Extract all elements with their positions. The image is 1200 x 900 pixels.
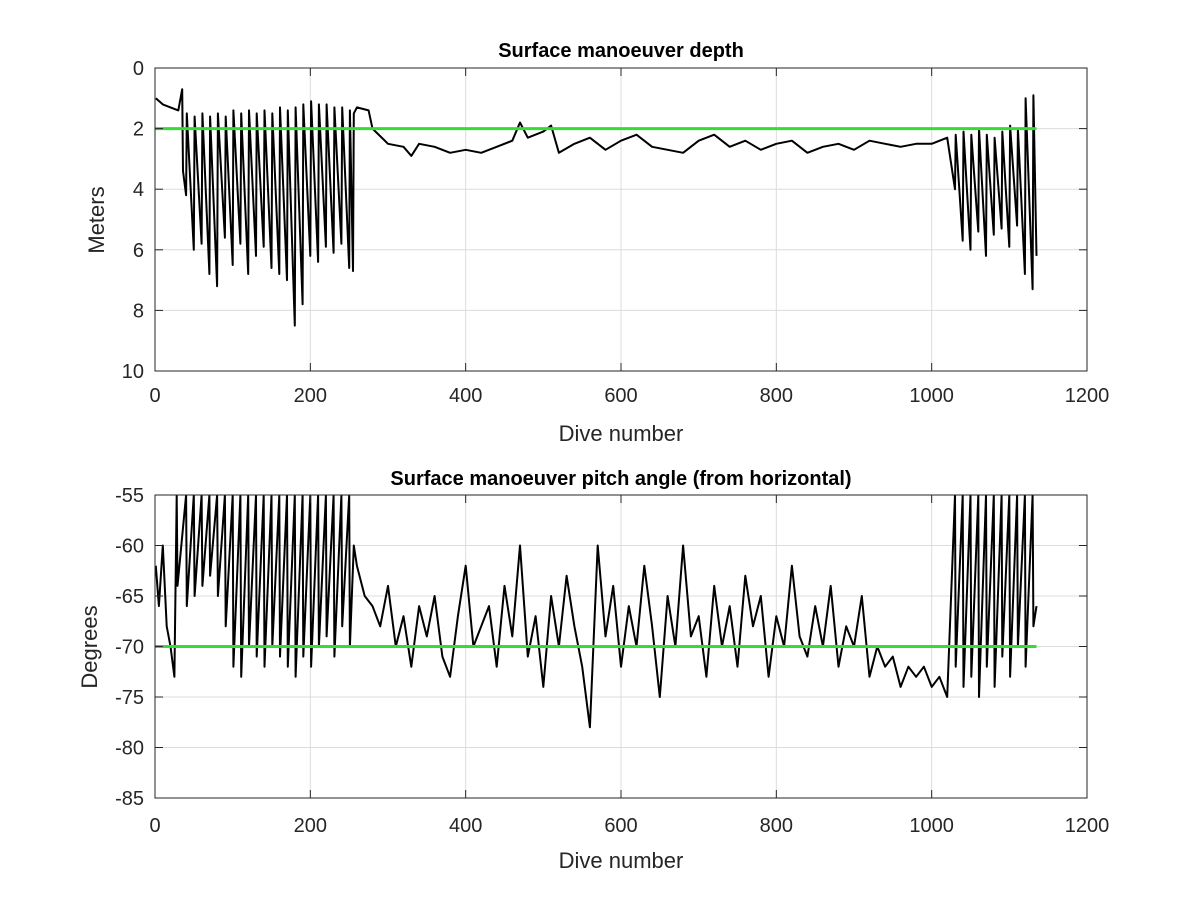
pitch-data-line bbox=[155, 495, 1038, 729]
pitch-y-tick-label: -85 bbox=[115, 788, 144, 810]
depth-x-tick-label: 1200 bbox=[1065, 385, 1110, 407]
depth-x-tick-label: 200 bbox=[294, 385, 327, 407]
depth-y-tick-label: 0 bbox=[133, 58, 144, 80]
depth-x-tick-label: 1000 bbox=[909, 385, 954, 407]
depth-x-tick-label: 0 bbox=[149, 385, 160, 407]
depth-y-tick-label: 8 bbox=[133, 300, 144, 322]
depth-ticks: 0 200 400 600 800 1000 1200 0 2 4 6 8 10 bbox=[122, 58, 1110, 407]
depth-y-tick-label: 4 bbox=[133, 179, 144, 201]
depth-y-axis-label: Meters bbox=[84, 186, 109, 253]
pitch-series bbox=[155, 495, 1038, 729]
pitch-x-tick-label: 1000 bbox=[909, 815, 954, 837]
pitch-ticks: 0 200 400 600 800 1000 1200 -55 -60 -65 -70 -75 -80 -… bbox=[115, 485, 1109, 837]
depth-y-tick-label: 10 bbox=[122, 361, 144, 383]
depth-series bbox=[155, 88, 1038, 327]
pitch-y-axis-label: Degrees bbox=[77, 605, 102, 688]
pitch-x-axis-label: Dive number bbox=[559, 848, 684, 873]
pitch-x-tick-label: 600 bbox=[604, 815, 637, 837]
pitch-y-tick-label: -65 bbox=[115, 586, 144, 608]
depth-y-tick-label: 2 bbox=[133, 119, 144, 141]
pitch-y-tick-label: -60 bbox=[115, 536, 144, 558]
depth-x-axis-label: Dive number bbox=[559, 421, 684, 446]
pitch-y-tick-label: -70 bbox=[115, 637, 144, 659]
pitch-chart-title: Surface manoeuver pitch angle (from hori… bbox=[390, 468, 851, 490]
pitch-y-tick-label: -75 bbox=[115, 687, 144, 709]
pitch-x-tick-label: 800 bbox=[760, 815, 793, 837]
depth-data-line bbox=[155, 88, 1038, 327]
depth-x-tick-label: 400 bbox=[449, 385, 482, 407]
depth-chart-title: Surface manoeuver depth bbox=[498, 40, 744, 62]
pitch-panel: 0 200 400 600 800 1000 1200 -55 -60 -65 -70 -75 -80 -… bbox=[77, 468, 1109, 873]
depth-y-tick-label: 6 bbox=[133, 240, 144, 262]
pitch-x-tick-label: 400 bbox=[449, 815, 482, 837]
depth-x-tick-label: 800 bbox=[760, 385, 793, 407]
pitch-x-tick-label: 1200 bbox=[1065, 815, 1110, 837]
pitch-x-tick-label: 200 bbox=[294, 815, 327, 837]
pitch-y-tick-label: -80 bbox=[115, 738, 144, 760]
depth-x-tick-label: 600 bbox=[604, 385, 637, 407]
pitch-x-tick-label: 0 bbox=[149, 815, 160, 837]
pitch-y-tick-label: -55 bbox=[115, 485, 144, 507]
depth-panel: 0 200 400 600 800 1000 1200 0 2 4 6 8 10 Surface man… bbox=[84, 40, 1109, 446]
